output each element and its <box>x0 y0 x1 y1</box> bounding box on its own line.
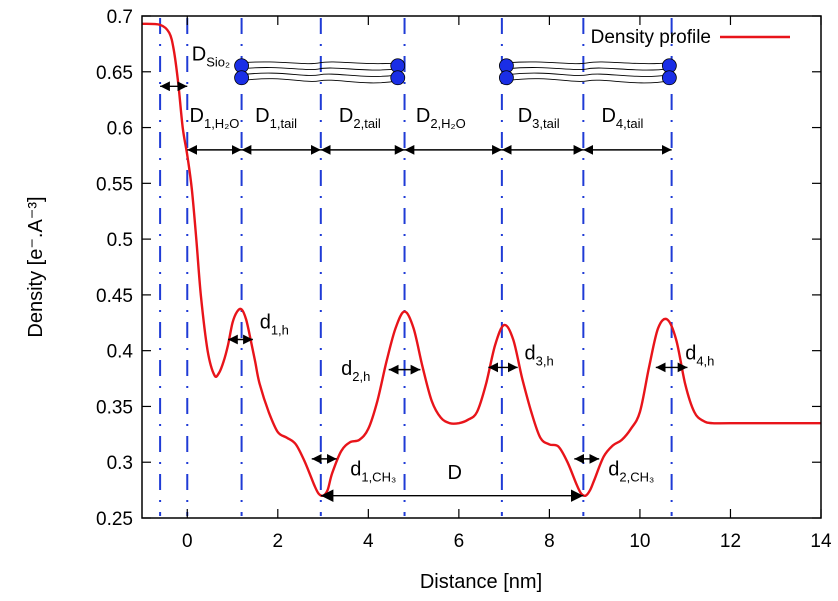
lipid-tail <box>506 61 670 65</box>
density-profile-line <box>141 22 821 498</box>
lipid-tail <box>241 67 398 71</box>
x-tick-label: 0 <box>182 531 193 552</box>
bilayer-illustrations <box>234 58 677 86</box>
annotation-label-13: D <box>448 462 462 484</box>
lipid-head <box>498 70 514 86</box>
plot-frame <box>141 15 822 519</box>
annotations: DSio₂ D1,H₂O D1,tail D2,tail D2,H₂O D3,tail D4… <box>190 44 715 485</box>
lipid-bilayer-illustration-0 <box>234 58 406 86</box>
y-tick-label: 0.7 <box>107 7 133 28</box>
x-tick-label: 2 <box>273 531 284 552</box>
annotation-label-10: d4,h <box>685 343 714 369</box>
lipid-tail <box>241 72 398 77</box>
y-tick-label: 0.65 <box>96 63 133 84</box>
lipid-head <box>390 70 406 86</box>
dimension-arrows <box>160 81 688 502</box>
x-tick-label: 14 <box>810 531 832 552</box>
annotation-label-0: DSio₂ <box>192 44 230 70</box>
y-tick-label: 0.45 <box>96 286 133 307</box>
lipid-tail <box>506 78 670 84</box>
x-tick-label: 12 <box>720 531 741 552</box>
annotation-label-5: D3,tail <box>518 105 560 131</box>
legend: Density profile <box>591 27 790 48</box>
annotation-label-12: d2,CH₃ <box>608 459 654 485</box>
annotation-label-2: D1,tail <box>255 105 297 131</box>
lipid-head <box>661 70 677 86</box>
annotation-label-7: d1,h <box>260 311 289 337</box>
lipid-bilayer-illustration-1 <box>498 58 677 86</box>
x-tick-label: 4 <box>363 531 374 552</box>
x-axis-label: Distance [nm] <box>420 571 542 593</box>
lipid-head <box>234 70 249 86</box>
y-axis-label: Density [e⁻.A⁻³] <box>25 196 47 337</box>
y-tick-label: 0.4 <box>107 342 134 363</box>
annotation-label-3: D2,tail <box>339 105 381 131</box>
annotation-label-9: d3,h <box>525 343 554 369</box>
x-tick-label: 6 <box>454 531 465 552</box>
y-tick-label: 0.25 <box>96 509 133 530</box>
y-tick-label: 0.6 <box>107 119 133 140</box>
y-tick-label: 0.55 <box>96 174 133 195</box>
lipid-tail <box>241 78 398 84</box>
x-axis-ticks: 0 2 4 6 8 10 12 14 <box>182 16 832 552</box>
annotation-label-4: D2,H₂O <box>416 105 466 131</box>
y-axis-ticks: 0.25 0.3 0.35 0.4 0.45 0.5 0.55 0.6 0.65 0.7 <box>96 7 821 530</box>
annotation-label-8: d2,h <box>341 358 370 384</box>
y-tick-label: 0.5 <box>107 230 133 251</box>
lipid-tail <box>506 72 670 77</box>
x-tick-label: 10 <box>629 531 650 552</box>
lipid-tail <box>241 61 398 65</box>
y-tick-label: 0.3 <box>107 453 133 474</box>
y-tick-label: 0.35 <box>96 397 133 418</box>
legend-label: Density profile <box>591 27 711 48</box>
annotation-label-11: d1,CH₃ <box>350 459 396 485</box>
x-tick-label: 8 <box>544 531 555 552</box>
reference-lines <box>159 18 673 516</box>
lipid-tail <box>506 67 670 71</box>
annotation-label-1: D1,H₂O <box>190 105 240 131</box>
annotation-label-6: D4,tail <box>601 105 643 131</box>
